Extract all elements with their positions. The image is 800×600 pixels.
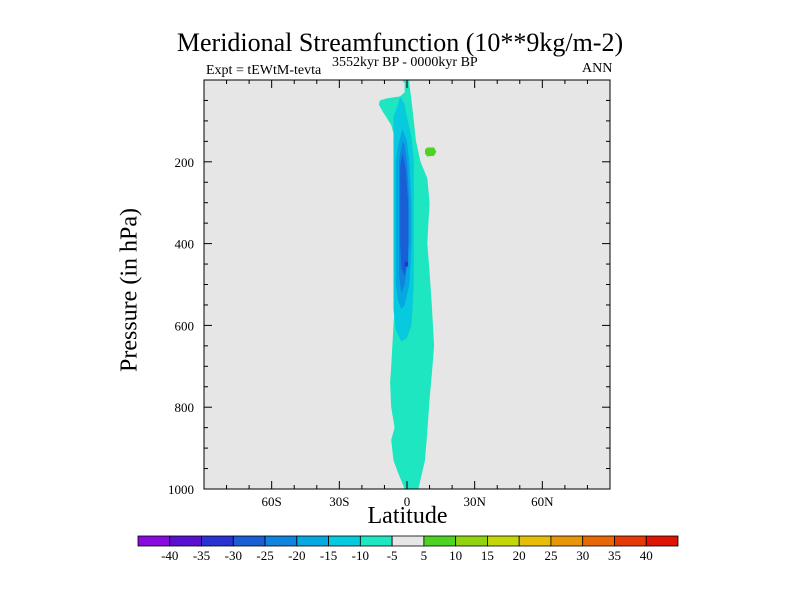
colorbar-label: 25: [544, 548, 557, 563]
y-tick-label: 400: [175, 237, 195, 252]
colorbar-label: -40: [161, 548, 178, 563]
colorbar-label: -25: [256, 548, 273, 563]
period-label: 3552kyr BP - 0000kyr BP: [332, 55, 478, 70]
x-tick-label: 60N: [531, 494, 554, 509]
x-tick-label: 0: [404, 494, 411, 509]
contour-neg-25: [400, 153, 409, 277]
x-axis: 60S 30S 0 30N 60N: [262, 80, 554, 509]
contour-regions: [378, 80, 437, 490]
colorbar-label: 35: [608, 548, 621, 563]
colorbar-box: [359, 535, 393, 547]
colorbar-label: 15: [481, 548, 494, 563]
colorbar-box: [614, 535, 647, 547]
colorbar-label: -5: [387, 548, 398, 563]
colorbar-box: [137, 535, 171, 547]
colorbar-box: [518, 535, 552, 547]
colorbar-box: [296, 535, 329, 547]
colorbar-box: [455, 535, 488, 547]
x-axis-label: Latitude: [367, 503, 448, 529]
colorbar-box: [582, 535, 615, 547]
colorbar: -40 -35 -30 -25 -20 -15 -10 -5 5 10 15 20 25 30 35 40: [137, 535, 679, 563]
y-tick-label: 800: [175, 400, 195, 415]
colorbar-box: [264, 535, 298, 547]
colorbar-label: 20: [513, 548, 526, 563]
colorbar-box: [423, 535, 457, 547]
colorbar-box: [328, 535, 361, 547]
y-tick-label: 600: [175, 318, 195, 333]
chart-title: Meridional Streamfunction (10**9kg/m-2): [176, 28, 624, 57]
colorbar-label: 40: [640, 548, 653, 563]
experiment-label: Expt = tEWtM-tevta: [206, 63, 322, 78]
colorbar-box: [201, 535, 234, 547]
y-tick-label: 1000: [168, 482, 194, 497]
colorbar-box: [487, 535, 520, 547]
x-tick-label: 30N: [463, 494, 486, 509]
colorbar-box: [550, 535, 584, 547]
colorbar-box: [232, 535, 266, 547]
colorbar-label: -35: [193, 548, 210, 563]
x-tick-label: 60S: [262, 494, 282, 509]
colorbar-label: 30: [576, 548, 589, 563]
contour-neg-30: [404, 261, 409, 267]
minor-ticks: [204, 80, 610, 489]
season-label: ANN: [582, 61, 613, 76]
colorbar-label: 5: [421, 548, 428, 563]
contour-pos-5: [425, 147, 437, 157]
colorbar-label: -10: [352, 548, 369, 563]
colorbar-box: [169, 535, 202, 547]
x-tick-label: 30S: [329, 494, 349, 509]
colorbar-label: -20: [288, 548, 305, 563]
y-axis: 200 400 600 800 1000: [168, 155, 610, 497]
colorbar-box: [645, 535, 679, 547]
colorbar-label: 10: [449, 548, 462, 563]
colorbar-box: [391, 535, 425, 547]
y-tick-label: 200: [175, 155, 195, 170]
y-axis-label: Pressure (in hPa): [116, 208, 143, 372]
colorbar-label: -30: [225, 548, 242, 563]
colorbar-label: -15: [320, 548, 337, 563]
